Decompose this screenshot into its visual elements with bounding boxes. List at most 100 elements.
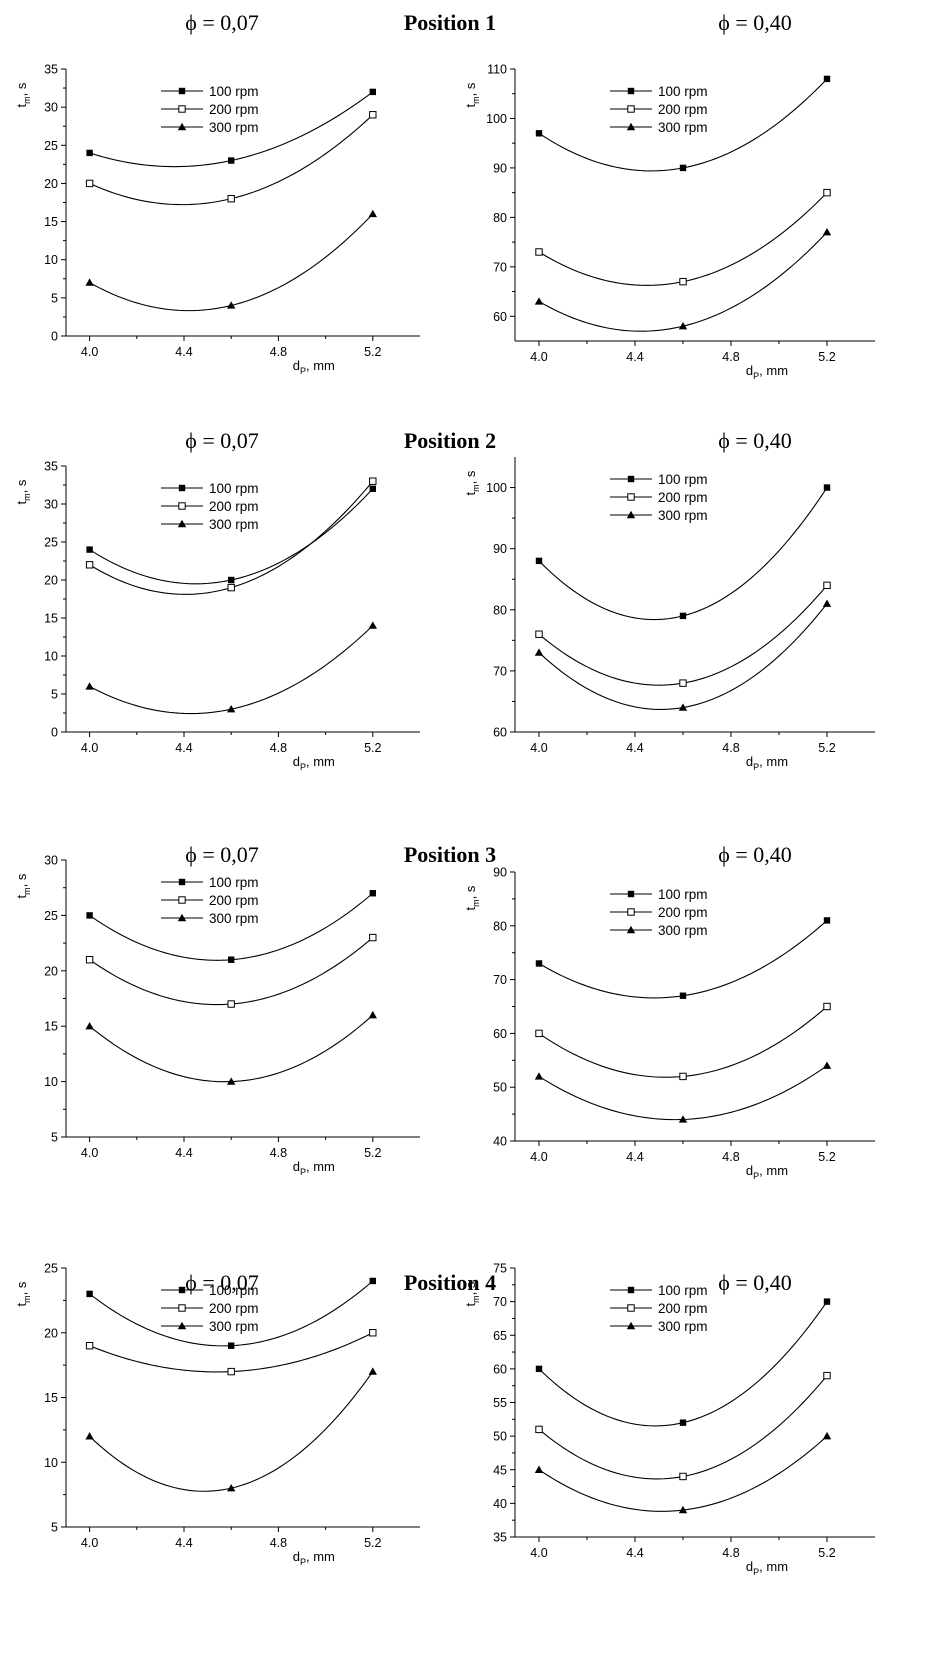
x-tick-label: 4.4 (626, 1546, 643, 1560)
x-axis-label: dP, mm (293, 358, 335, 376)
data-point (535, 248, 543, 256)
data-point (534, 297, 544, 305)
data-point (86, 912, 93, 919)
x-tick-label: 4.0 (530, 741, 547, 755)
series-line-2 (89, 1332, 374, 1373)
x-axis-label: dP, mm (746, 363, 788, 381)
y-tick-label: 15 (44, 215, 58, 229)
legend-marker (178, 105, 186, 113)
data-point (227, 194, 235, 203)
x-axis-label: dP, mm (293, 1549, 335, 1567)
legend-label: 100 rpm (658, 887, 708, 902)
x-tick-label: 4.8 (722, 350, 739, 364)
x-tick-label: 4.0 (530, 1546, 547, 1560)
y-tick-label: 5 (51, 291, 58, 305)
legend-marker (626, 510, 636, 519)
x-axis-label: dP, mm (746, 1163, 788, 1181)
x-tick-label: 5.2 (364, 741, 381, 755)
series-line-3 (89, 1014, 374, 1083)
data-point (85, 956, 94, 964)
data-point (86, 546, 93, 553)
data-point (369, 111, 377, 119)
row-headers: ϕ = 0,07 Position 1 ϕ = 0,40 ϕ = 0,07 Po… (185, 10, 792, 1295)
data-point (85, 179, 94, 188)
row2-left-header: ϕ = 0,07 (185, 428, 259, 453)
data-point (534, 1072, 544, 1080)
data-point (823, 484, 831, 491)
y-tick-label: 80 (493, 919, 507, 933)
x-tick-label: 4.4 (626, 1150, 643, 1164)
data-point (823, 1298, 831, 1305)
series-line-3 (89, 1371, 374, 1492)
y-tick-label: 20 (44, 574, 58, 588)
y-tick-label: 10 (44, 1075, 58, 1089)
x-tick-label: 4.8 (270, 1536, 287, 1550)
chart-8: 35 40 45 50 55 60 65 70 75 4.0 4.4 4.8 5.2 dP, mm tm, … (463, 1262, 875, 1577)
data-point (369, 485, 376, 492)
y-tick-label: 20 (44, 177, 58, 191)
data-point (679, 164, 687, 172)
data-point (678, 321, 688, 330)
legend-marker (178, 502, 186, 510)
legend-label: 100 rpm (209, 481, 259, 496)
series-line-2 (538, 584, 828, 686)
legend-marker (627, 1286, 635, 1294)
data-point (228, 576, 235, 584)
data-point (534, 1465, 544, 1473)
y-tick-label: 50 (493, 1081, 507, 1095)
data-point (228, 956, 235, 963)
legend-marker (626, 122, 636, 131)
row1-left-header: ϕ = 0,07 (185, 10, 259, 35)
y-tick-label: 40 (493, 1135, 507, 1149)
y-tick-label: 70 (493, 1295, 507, 1309)
x-tick-label: 4.4 (175, 741, 192, 755)
data-point (535, 630, 543, 638)
data-point (227, 1367, 235, 1376)
data-point (822, 1431, 832, 1440)
data-point (369, 477, 377, 485)
data-point (823, 917, 831, 924)
series-line-2 (89, 937, 374, 1006)
y-axis-label: tm, s (14, 873, 32, 898)
data-point (535, 1365, 543, 1373)
y-tick-label: 90 (493, 542, 507, 556)
row3-center-header: Position 3 (404, 842, 496, 867)
y-tick-label: 80 (493, 603, 507, 617)
y-tick-label: 25 (44, 909, 58, 923)
data-point (535, 1029, 543, 1038)
data-point (679, 1419, 687, 1426)
legend-label: 300 rpm (209, 120, 259, 135)
data-point (85, 1432, 94, 1440)
legend-marker (177, 1321, 187, 1330)
row4-right-header: ϕ = 0,40 (718, 1270, 792, 1295)
legend-marker (177, 913, 187, 922)
data-point (85, 561, 94, 569)
data-point (678, 1505, 688, 1514)
y-tick-label: 70 (493, 664, 507, 678)
legend-marker (178, 896, 186, 904)
y-tick-label: 90 (493, 866, 507, 880)
y-tick-label: 10 (44, 253, 58, 267)
legend-marker (178, 1286, 186, 1294)
series-line-3 (89, 213, 374, 312)
y-axis-label: tm, s (14, 1281, 32, 1306)
y-tick-label: 80 (493, 211, 507, 225)
data-point (228, 1342, 235, 1349)
x-tick-label: 4.0 (81, 1536, 98, 1550)
y-tick-label: 35 (44, 460, 58, 474)
data-point (85, 682, 94, 690)
data-point (822, 1061, 832, 1069)
row3-left-header: ϕ = 0,07 (185, 842, 259, 867)
legend-label: 100 rpm (209, 1283, 259, 1298)
y-tick-label: 35 (493, 1531, 507, 1545)
series-line-2 (538, 1375, 828, 1480)
legend-marker (627, 475, 635, 483)
legend-label: 200 rpm (209, 499, 259, 514)
y-tick-label: 15 (44, 1020, 58, 1034)
y-tick-label: 75 (493, 1262, 507, 1276)
y-tick-label: 40 (493, 1497, 507, 1511)
y-tick-label: 0 (51, 726, 58, 740)
row3-right-header: ϕ = 0,40 (718, 842, 792, 867)
y-tick-label: 25 (44, 536, 58, 550)
